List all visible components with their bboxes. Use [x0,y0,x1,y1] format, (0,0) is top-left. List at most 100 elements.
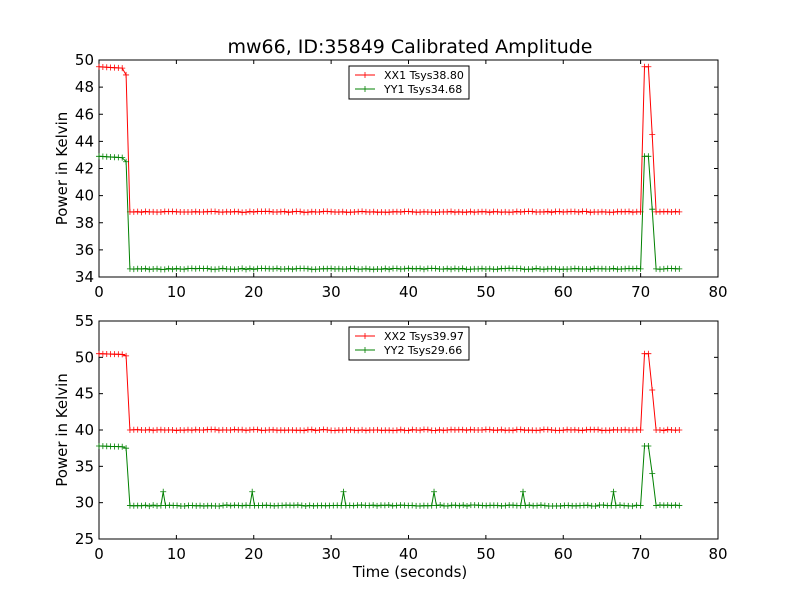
top-series-0-marker [243,209,250,216]
bottom-series-0-marker [347,426,354,433]
top-series-1-marker [382,265,389,272]
bottom-series-0-marker [494,427,501,434]
bottom-series-1-marker [181,502,188,509]
bottom-series-0-marker [324,426,331,433]
top-series-1-marker [486,265,493,272]
bottom-series-0-marker [184,426,191,433]
bottom-series-0-marker [595,426,602,433]
top-series-1-marker [479,265,486,272]
bottom-series-0-marker [169,426,176,433]
bottom-series-1-marker [537,502,544,509]
top-series-1-marker [119,154,126,161]
top-series-1-marker [444,265,451,272]
top-series-1-marker [645,153,652,160]
top-series-0-marker [548,209,555,216]
top-y-axis-label: Power in Kelvin [53,112,71,226]
bottom-series-0-marker [254,426,261,433]
bottom-series-0-marker [123,352,130,359]
top-series-0-marker [467,208,474,215]
top-series-0-marker [235,208,242,215]
top-series-0-marker [123,71,130,78]
top-series-0-marker [281,208,288,215]
bottom-series-0-marker [676,427,683,433]
bottom-x-tick-label: 20 [244,545,263,563]
bottom-series-0-marker [436,426,443,433]
top-series-0-marker [285,209,292,216]
bottom-y-tick-label: 50 [75,348,94,366]
bottom-series-1-marker [676,502,683,509]
bottom-legend-marker-0 [362,333,368,339]
top-series-1-marker [606,265,613,272]
top-series-1-marker [142,265,149,272]
bottom-series-1-marker [672,502,679,509]
top-series-1-marker [440,266,447,273]
top-series-0-marker [339,208,346,215]
bottom-series-1-marker [220,502,227,509]
top-series-1-marker [235,266,242,273]
x-axis-label: Time (seconds) [352,563,468,581]
top-series-1-marker [448,266,455,273]
top-series-1-marker [660,265,667,272]
bottom-series-1-marker [123,445,130,452]
bottom-series-1-marker [610,488,617,495]
bottom-series-1-marker [142,502,149,509]
bottom-series-1-marker [616,502,623,509]
bottom-series-0-marker [486,426,493,433]
bottom-series-0-marker [509,427,516,434]
bottom-series-0-marker [463,427,470,434]
bottom-series-0-marker [537,427,544,434]
bottom-series-0-marker [444,427,451,434]
bottom-x-tick-label: 30 [322,545,341,563]
top-series-1-marker [540,266,547,273]
top-series-0-marker [463,209,470,216]
bottom-series-0-marker [405,427,412,434]
top-series-1-marker [552,265,559,272]
top-y-tick-label: 42 [75,160,94,178]
top-panel: Power in Kelvin 0 10 20 30 40 50 60 70 80 34 36 38 4… [53,51,728,301]
bottom-series-1-marker [510,502,517,509]
top-series-0-marker [645,63,652,70]
bottom-series-0-marker [637,427,644,433]
bottom-series-1-marker [370,502,377,509]
bottom-series-1-marker [534,502,541,509]
bottom-series-1-marker [306,502,313,509]
top-series-1-marker [219,265,226,272]
top-series-0-marker [134,208,141,215]
top-series-0-marker [676,208,683,215]
top-series-1-marker [378,266,385,273]
top-series-1-marker [455,266,462,273]
bottom-series-0-marker [227,427,234,434]
bottom-series-0-marker [393,427,400,434]
top-series-0-marker [471,209,478,216]
top-series-0-marker [556,208,563,215]
top-x-tick-label: 80 [708,283,727,301]
top-series-1-marker [165,265,172,272]
top-series-1-marker [246,265,253,272]
bottom-series-1-marker [520,488,527,495]
top-y-tick-label: 34 [75,268,94,286]
bottom-series-0-marker [181,427,188,434]
top-series-1-marker [629,265,636,272]
top-series-1-marker [250,266,257,273]
top-y-tick-label: 38 [75,214,94,232]
top-series-0-marker [668,209,675,216]
top-series-1-marker [273,265,280,272]
bottom-series-0-marker [308,426,315,433]
top-series-1-marker [285,265,292,272]
bottom-series-1-marker [526,502,533,509]
top-x-tick-label: 40 [399,283,418,301]
top-series-1-marker [239,265,246,272]
top-series-1-marker [304,265,311,272]
top-series-0-marker [544,208,551,215]
bottom-series-1-marker [216,503,223,510]
bottom-series-1-marker [146,503,153,510]
top-series-1-marker [270,265,277,272]
bottom-y-tick-label: 55 [75,312,94,330]
top-series-1-marker [610,265,617,272]
top-series-1-marker [417,265,424,272]
top-series-1-marker [212,266,219,273]
top-series-1-marker [169,266,176,273]
top-series-0-marker [451,209,458,216]
bottom-series-1-marker [452,502,459,509]
